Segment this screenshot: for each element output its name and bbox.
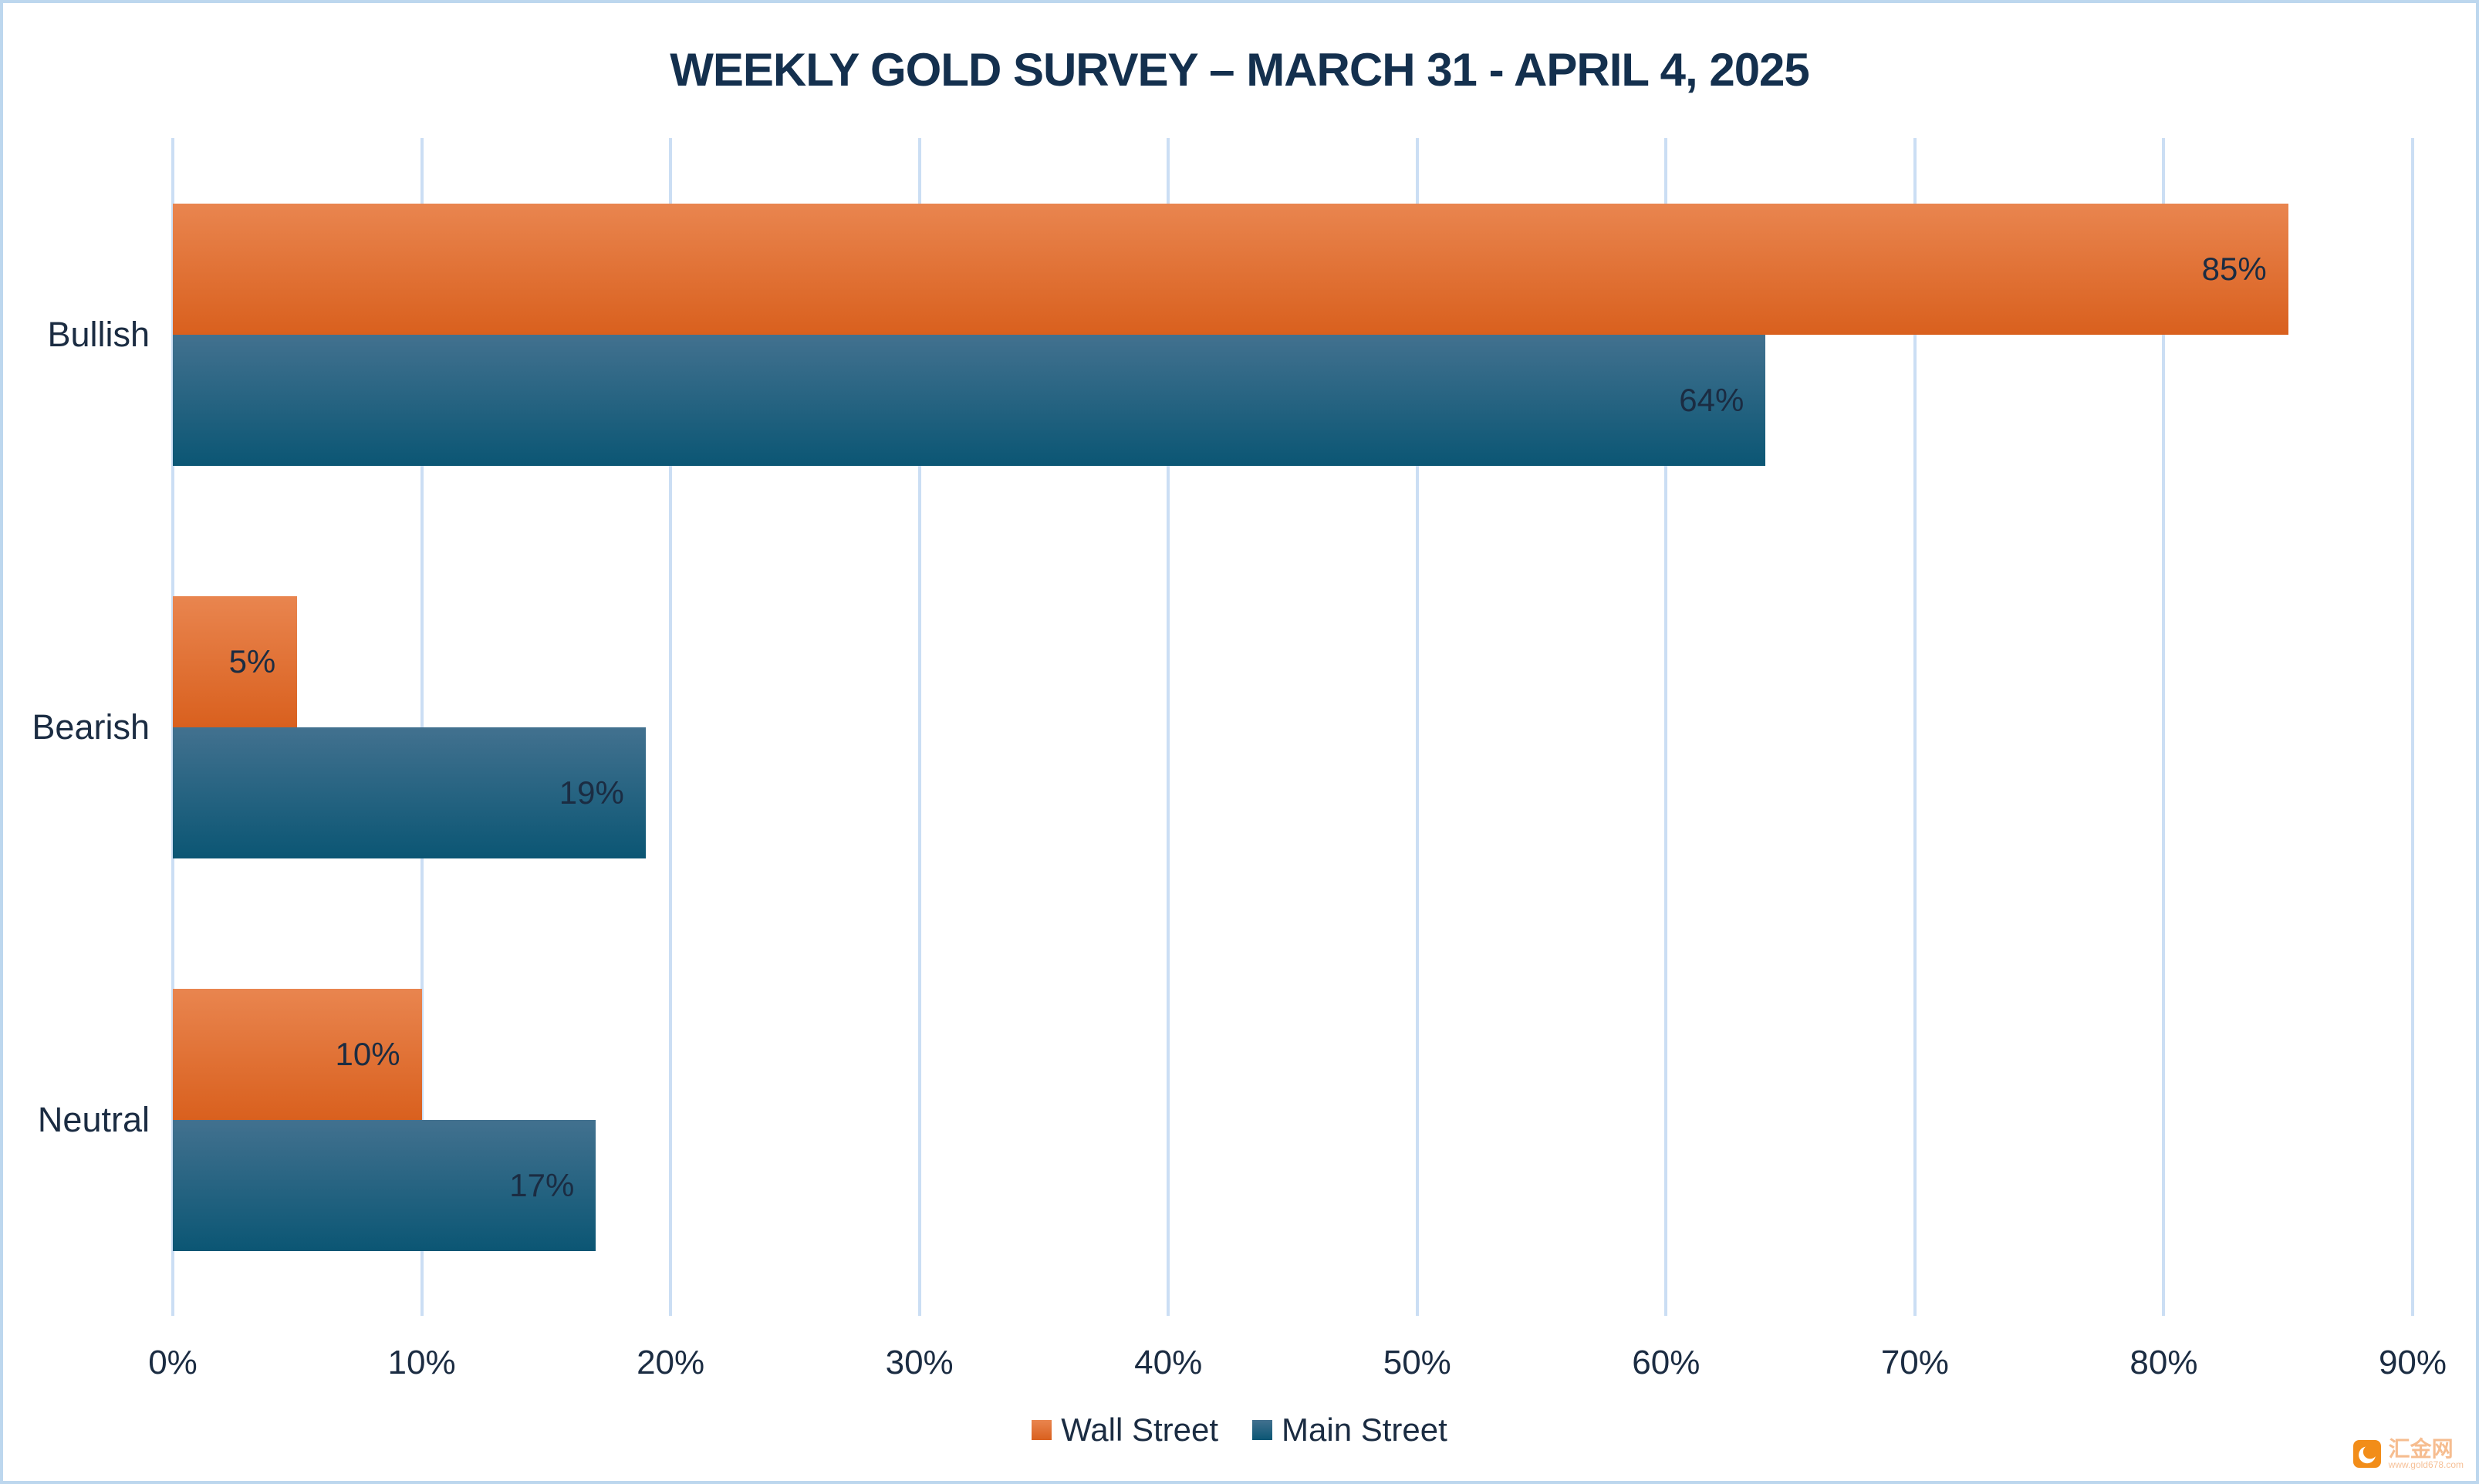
watermark-logo-icon [2352,1440,2381,1468]
x-tick-20-: 20% [637,1344,705,1381]
gridline-20- [669,138,673,1316]
bar-main-street-neutral: 17% [173,1119,596,1251]
bar-wall-street-neutral: 10% [173,988,422,1120]
gridline-40- [1167,138,1170,1316]
bar-wall-street-bearish: 5% [173,595,298,727]
value-label-main-street-bullish: 64% [1679,381,1744,418]
value-label-wall-street-bullish: 85% [2201,250,2267,287]
plot-area: 85% 64% 5% 19% 10% 17% [171,138,2414,1316]
gridline-50- [1415,138,1419,1316]
bar-main-street-bearish: 19% [173,727,646,858]
gridline-90- [2411,138,2414,1316]
gridline-80- [2162,138,2166,1316]
x-tick-10-: 10% [387,1344,456,1381]
x-tick-80-: 80% [2129,1344,2198,1381]
gridline-70- [1913,138,1917,1316]
x-tick-50-: 50% [1383,1344,1451,1381]
value-label-main-street-neutral: 17% [509,1166,575,1203]
bar-main-street-bullish: 64% [173,334,1766,466]
x-tick-40-: 40% [1134,1344,1203,1381]
value-label-main-street-bearish: 19% [559,774,624,811]
gridline-30- [917,138,921,1316]
legend-item-wall-street: Wall Street [1032,1411,1218,1449]
legend-item-main-street: Main Street [1252,1411,1447,1449]
watermark-site-url: www.gold678.com [2388,1459,2464,1471]
x-tick-0-: 0% [148,1344,198,1381]
chart-title: WEEKLY GOLD SURVEY – MARCH 31 - APRIL 4,… [670,44,1810,96]
gridline-60- [1664,138,1668,1316]
x-tick-30-: 30% [885,1344,954,1381]
legend: Wall Street Main Street [3,1411,2476,1449]
watermark: 汇金网 www.gold678.com [2352,1437,2464,1471]
value-label-wall-street-bearish: 5% [228,643,276,680]
x-tick-90-: 90% [2378,1344,2447,1381]
bar-wall-street-bullish: 85% [173,203,2288,335]
category-label-bullish: Bullish [47,314,150,354]
watermark-site-name: 汇金网 [2388,1437,2454,1462]
category-label-bearish: Bearish [32,707,150,747]
legend-label-main-street: Main Street [1282,1411,1447,1448]
x-tick-60-: 60% [1632,1344,1701,1381]
legend-swatch-wall-street [1032,1420,1052,1440]
legend-label-wall-street: Wall Street [1061,1411,1219,1448]
value-label-wall-street-neutral: 10% [335,1035,400,1072]
category-label-neutral: Neutral [37,1099,150,1139]
x-tick-70-: 70% [1880,1344,1949,1381]
legend-swatch-main-street [1252,1420,1273,1440]
